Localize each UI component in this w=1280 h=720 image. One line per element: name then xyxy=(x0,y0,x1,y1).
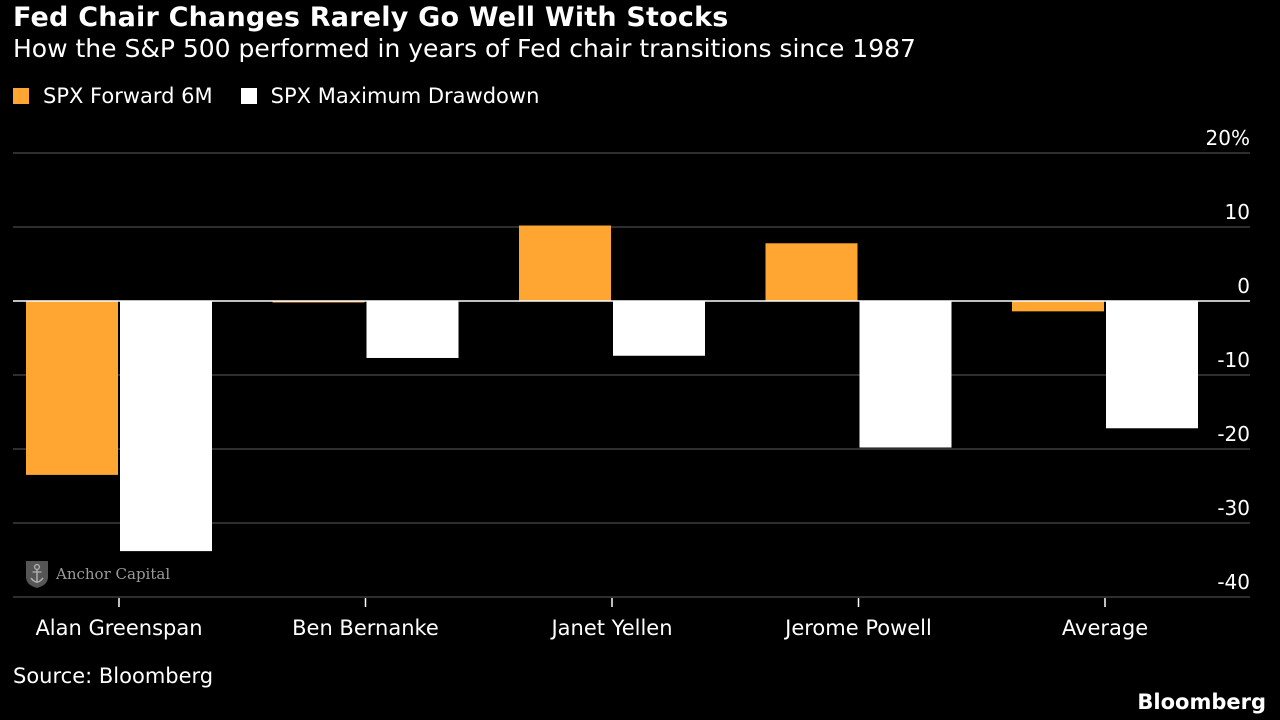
legend: SPX Forward 6M SPX Maximum Drawdown xyxy=(13,84,567,108)
brand-logo: Bloomberg xyxy=(1137,690,1266,714)
y-tick-label: -20 xyxy=(1217,422,1250,446)
watermark: Anchor Capital xyxy=(24,559,170,589)
y-tick-label: -10 xyxy=(1217,348,1250,372)
bar-forward xyxy=(765,243,858,301)
category-label: Janet Yellen xyxy=(549,616,672,640)
bar-forward xyxy=(1012,301,1104,312)
legend-label-drawdown: SPX Maximum Drawdown xyxy=(270,84,540,108)
legend-item-drawdown: SPX Maximum Drawdown xyxy=(240,84,540,108)
source-note: Source: Bloomberg xyxy=(13,664,214,688)
bar-drawdown xyxy=(859,301,952,448)
category-label: Average xyxy=(1062,616,1148,640)
category-label: Jerome Powell xyxy=(783,616,932,640)
category-label: Alan Greenspan xyxy=(35,616,202,640)
bar-drawdown xyxy=(1106,301,1198,429)
y-tick-label: 10 xyxy=(1225,200,1250,224)
y-tick-label: 0 xyxy=(1237,274,1250,298)
y-tick-label: -30 xyxy=(1217,496,1250,520)
bar-forward xyxy=(26,301,118,475)
y-tick-label: -40 xyxy=(1217,570,1250,594)
legend-swatch-forward xyxy=(13,88,29,104)
chart-subtitle: How the S&P 500 performed in years of Fe… xyxy=(13,34,916,63)
chart-title: Fed Chair Changes Rarely Go Well With St… xyxy=(13,2,729,33)
legend-item-forward: SPX Forward 6M xyxy=(13,84,213,108)
bar-forward xyxy=(519,225,611,301)
bar-drawdown xyxy=(613,301,705,356)
bar-drawdown xyxy=(366,301,459,358)
legend-label-forward: SPX Forward 6M xyxy=(43,84,213,108)
legend-swatch-drawdown xyxy=(240,88,257,104)
y-tick-label: 20% xyxy=(1206,126,1250,150)
anchor-icon xyxy=(26,561,48,588)
bar-drawdown xyxy=(120,301,212,552)
watermark-text: Anchor Capital xyxy=(56,565,171,583)
category-label: Ben Bernanke xyxy=(292,616,439,640)
